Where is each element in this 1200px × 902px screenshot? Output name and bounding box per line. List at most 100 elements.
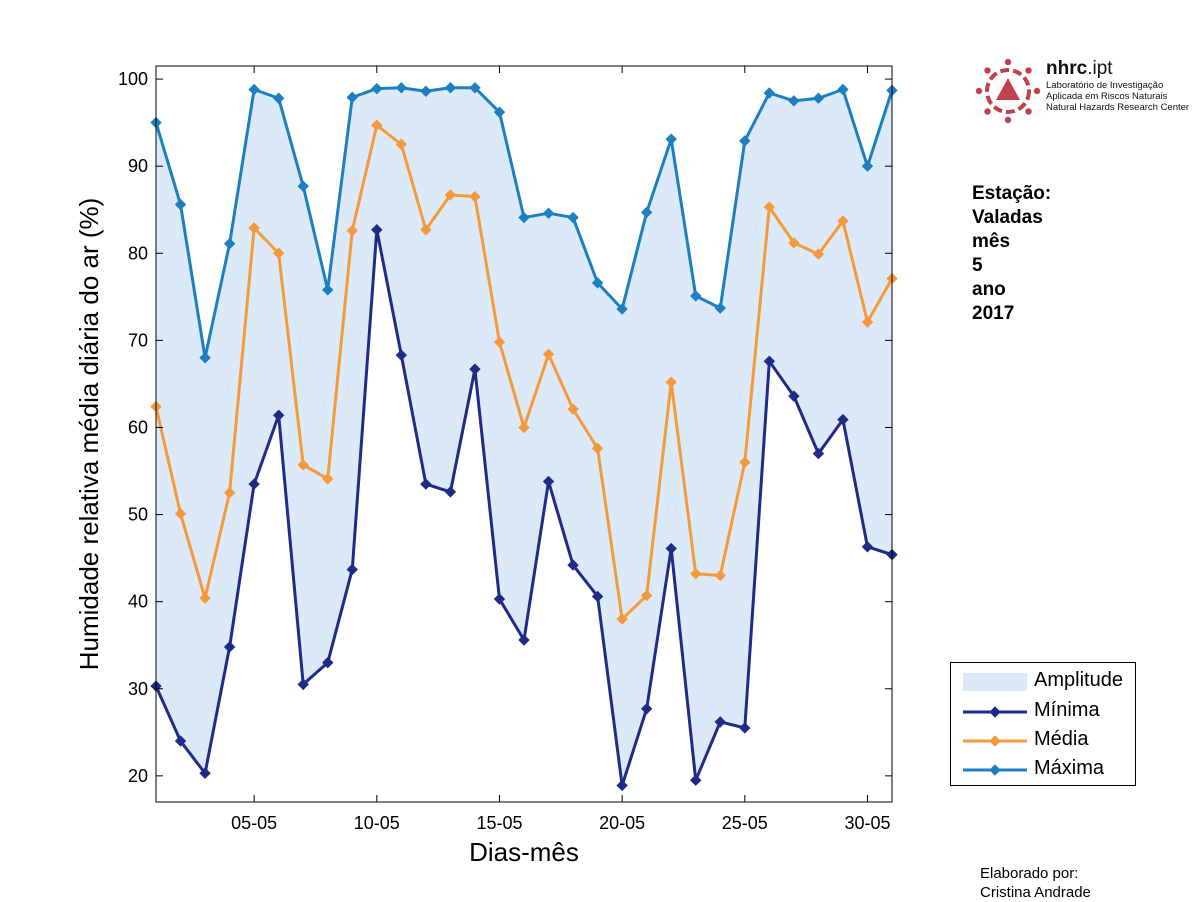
data-point (395, 82, 408, 94)
legend-label-maxima: Máxima (1034, 757, 1105, 779)
logo-name: nhrc.ipt (1046, 58, 1189, 80)
data-point (591, 442, 604, 455)
month-label: mês (972, 231, 1011, 252)
data-point (640, 703, 653, 715)
legend-item-amplitude: Amplitude (961, 667, 1133, 695)
data-point (690, 774, 702, 786)
data-point (714, 302, 726, 314)
data-point (420, 85, 432, 97)
data-point (788, 390, 800, 402)
data-point (493, 336, 506, 348)
data-point (444, 82, 457, 94)
legend-item-minima: Mínima (961, 697, 1133, 725)
data-point (469, 82, 481, 94)
legend-label-minima: Mínima (1034, 699, 1100, 721)
data-point (616, 303, 628, 315)
credit: Elaborado por: Cristina Andrade (980, 864, 1091, 902)
data-point (395, 349, 408, 361)
data-point (542, 207, 555, 219)
data-point (714, 569, 726, 582)
x-tick-label: 20-05 (599, 813, 645, 833)
y-tick-label: 90 (128, 156, 148, 176)
y-tick-label: 100 (118, 69, 148, 89)
data-point (395, 138, 408, 151)
x-axis-title: Dias-mês (469, 837, 579, 867)
data-point (567, 211, 579, 224)
y-tick-label: 60 (128, 417, 148, 437)
data-point (640, 206, 653, 219)
data-point (763, 355, 776, 367)
year-value: 2017 (972, 303, 1015, 324)
y-tick-label: 30 (128, 679, 148, 699)
data-point (272, 92, 285, 104)
data-point (788, 237, 800, 249)
data-point (493, 593, 506, 605)
data-point (763, 201, 776, 213)
data-point (739, 456, 751, 469)
station-label: Estação: (972, 183, 1052, 204)
data-point (542, 348, 555, 361)
x-tick-label: 30-05 (844, 813, 890, 833)
data-point (174, 507, 187, 520)
logo-text: nhrc.ipt Laboratório de Investigação Apl… (1046, 58, 1189, 113)
logo-name-suffix: .ipt (1087, 58, 1113, 79)
station-info: Estação: Valadas mês 5 ano 2017 (972, 182, 1051, 326)
plot-frame (155, 65, 893, 803)
data-point (199, 592, 211, 604)
data-point (518, 421, 530, 434)
legend: Amplitude Mínima Média Máxima (950, 662, 1136, 786)
legend-swatch-maxima (963, 764, 1027, 776)
legend-swatch-media (963, 735, 1027, 747)
series-minima (150, 224, 898, 792)
data-point (812, 248, 825, 260)
legend-item-maxima: Máxima (961, 755, 1133, 783)
legend-label-media: Média (1034, 728, 1089, 750)
data-point (518, 634, 530, 646)
data-point (616, 779, 628, 792)
data-point (763, 87, 776, 99)
logo-name-bold: nhrc (1046, 58, 1088, 79)
logo-line-1: Laboratório de Investigação (1046, 80, 1164, 91)
data-point (812, 92, 825, 104)
data-point (420, 224, 432, 236)
data-point (223, 487, 236, 499)
data-point (665, 133, 677, 145)
data-point (788, 95, 800, 107)
data-point (223, 641, 236, 653)
data-point (665, 542, 677, 555)
y-tick-label: 20 (128, 766, 148, 786)
month-value: 5 (972, 255, 983, 276)
data-point (640, 589, 653, 602)
data-point (665, 376, 677, 388)
data-point (174, 198, 187, 211)
data-point (272, 409, 285, 421)
data-point (297, 180, 309, 192)
x-tick-label: 25-05 (722, 813, 768, 833)
x-tick-label: 05-05 (231, 813, 277, 833)
series-media (150, 119, 898, 625)
data-point (346, 563, 358, 576)
data-point (199, 767, 211, 779)
data-point (837, 413, 849, 426)
logo-line-3: Natural Hazards Research Center (1046, 102, 1190, 113)
legend-item-media: Média (961, 726, 1133, 754)
data-point (812, 447, 825, 460)
data-point (616, 613, 628, 625)
data-point (837, 83, 849, 96)
data-point (297, 459, 309, 471)
data-point (444, 486, 457, 498)
data-point (739, 722, 751, 734)
data-point (714, 716, 726, 728)
data-point (861, 160, 874, 172)
logo-line-2: Aplicada em Riscos Naturais (1046, 91, 1168, 102)
data-point (199, 352, 211, 364)
year-label: ano (972, 279, 1006, 300)
data-point (371, 224, 383, 236)
data-point (322, 473, 334, 485)
data-point (223, 237, 236, 250)
data-point (861, 541, 874, 553)
data-point (346, 224, 358, 237)
lab-logo: nhrc.ipt Laboratório de Investigação Apl… (975, 58, 1190, 128)
data-point (518, 211, 530, 224)
